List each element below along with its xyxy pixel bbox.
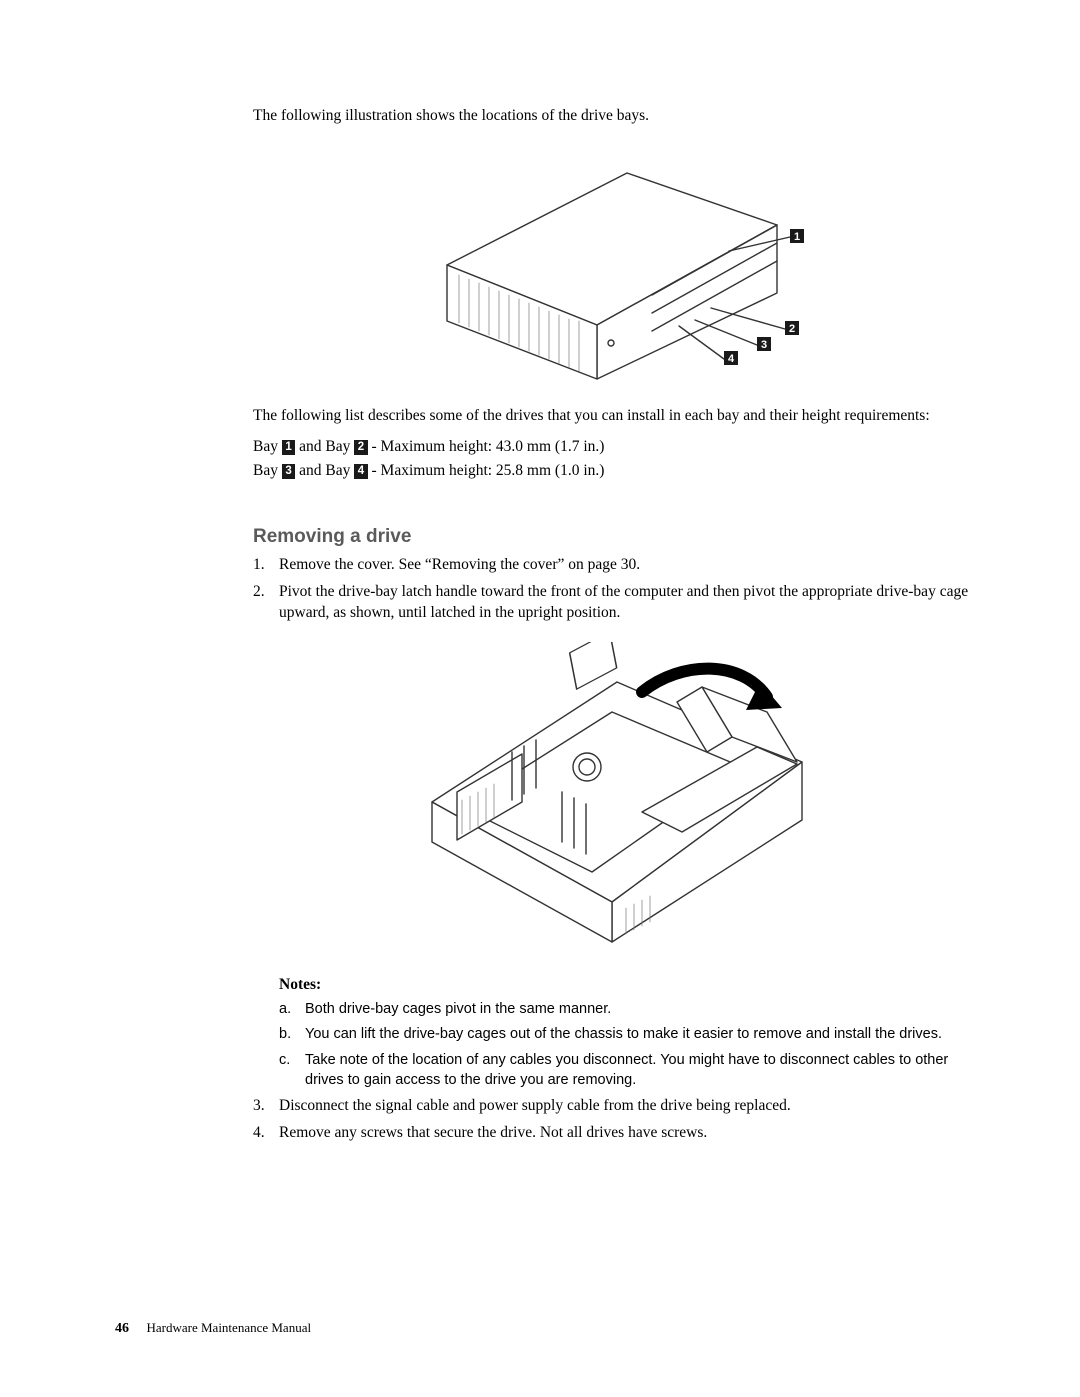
note-a: Both drive-bay cages pivot in the same m… xyxy=(253,1000,980,1020)
bay-pre: Bay xyxy=(253,438,278,455)
bay-num-2: 2 xyxy=(354,440,367,456)
note-c: Take note of the location of any cables … xyxy=(253,1051,980,1090)
bay-num-1: 1 xyxy=(282,440,295,456)
intro-paragraph: The following illustration shows the loc… xyxy=(253,106,980,127)
bay-line-2: Bay 3 and Bay 4 - Maximum height: 25.8 m… xyxy=(253,461,980,482)
notes-list: Both drive-bay cages pivot in the same m… xyxy=(253,1000,980,1090)
bay-num-3: 3 xyxy=(282,464,295,480)
step-4: Remove any screws that secure the drive.… xyxy=(253,1123,980,1144)
notes-heading: Notes: xyxy=(253,975,980,996)
note-b: You can lift the drive-bay cages out of … xyxy=(253,1025,980,1045)
footer-title: Hardware Maintenance Manual xyxy=(147,1320,312,1335)
svg-text:2: 2 xyxy=(788,323,794,335)
bay-post: - Maximum height: 25.8 mm (1.0 in.) xyxy=(372,462,605,479)
svg-text:1: 1 xyxy=(793,231,799,243)
step-1: Remove the cover. See “Removing the cove… xyxy=(253,555,980,576)
bay-mid: and Bay xyxy=(299,462,350,479)
bay-height-list: Bay 1 and Bay 2 - Maximum height: 43.0 m… xyxy=(253,437,980,482)
body-column: The following illustration shows the loc… xyxy=(253,106,980,1144)
bay-line-1: Bay 1 and Bay 2 - Maximum height: 43.0 m… xyxy=(253,437,980,458)
bay-mid: and Bay xyxy=(299,438,350,455)
page: The following illustration shows the loc… xyxy=(0,0,1080,1144)
step-2: Pivot the drive-bay latch handle toward … xyxy=(253,582,980,1090)
drive-bays-illustration: 1 2 3 4 xyxy=(407,145,827,385)
step-2-text: Pivot the drive-bay latch handle toward … xyxy=(279,583,968,621)
bay-num-4: 4 xyxy=(354,464,367,480)
list-intro-paragraph: The following list describes some of the… xyxy=(253,406,980,427)
steps-list: Remove the cover. See “Removing the cove… xyxy=(253,555,980,1144)
bay-post: - Maximum height: 43.0 mm (1.7 in.) xyxy=(372,438,605,455)
page-number: 46 xyxy=(115,1321,129,1336)
section-heading: Removing a drive xyxy=(253,524,980,550)
svg-text:4: 4 xyxy=(727,353,734,365)
svg-text:3: 3 xyxy=(760,339,766,351)
figure-pivot-cage xyxy=(253,642,980,959)
page-footer: 46 Hardware Maintenance Manual xyxy=(115,1319,311,1339)
pivot-cage-illustration xyxy=(402,642,832,952)
step-3: Disconnect the signal cable and power su… xyxy=(253,1096,980,1117)
step-1-text: Remove the cover. See “Removing the cove… xyxy=(279,556,640,573)
bay-pre: Bay xyxy=(253,462,278,479)
figure-drive-bays: 1 2 3 4 xyxy=(253,145,980,392)
